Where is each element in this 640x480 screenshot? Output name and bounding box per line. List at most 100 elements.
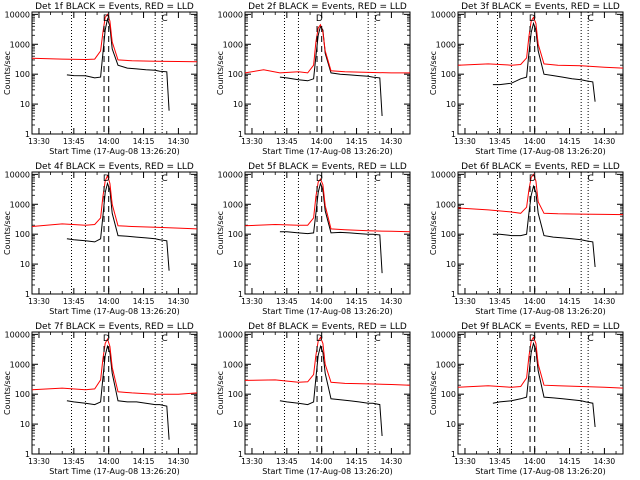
x-tick-label: 14:30 bbox=[381, 297, 403, 306]
series-events-line bbox=[66, 17, 170, 111]
panel-det-5: Det 5f BLACK = Events, RED = LLD 1 10 100 10… bbox=[216, 162, 411, 316]
x-tick-label: 14:00 bbox=[311, 457, 333, 466]
x-axis-label: Start Time (17-Aug-08 13:26:20) bbox=[49, 147, 180, 156]
y-tick-label: 100 bbox=[15, 230, 30, 239]
x-tick-label: 13:45 bbox=[489, 297, 511, 306]
series-events-line bbox=[66, 344, 170, 440]
x-tick-label: 13:30 bbox=[454, 137, 476, 146]
y-tick-label: 10000 bbox=[218, 10, 243, 19]
series-lld-line bbox=[31, 13, 198, 63]
panel-det-4: Det 4f BLACK = Events, RED = LLD 1 10 100 10… bbox=[3, 162, 198, 316]
y-tick-label: 1 bbox=[238, 130, 243, 139]
x-tick-label: 14:15 bbox=[346, 137, 368, 146]
y-tick-label: 100 bbox=[441, 230, 456, 239]
panel-det-6: Det 6f BLACK = Events, RED = LLD 1 10 100 10… bbox=[429, 162, 624, 316]
panel-det-1: Det 1f BLACK = Events, RED = LLD 1 10 100 10… bbox=[3, 2, 198, 156]
panel-title: Det 2f BLACK = Events, RED = LLD bbox=[248, 2, 407, 12]
x-tick-label: 13:45 bbox=[276, 297, 298, 306]
marker-d: D bbox=[103, 334, 110, 344]
x-tick-label: 13:30 bbox=[241, 457, 263, 466]
panel-title: Det 6f BLACK = Events, RED = LLD bbox=[461, 162, 620, 172]
x-tick-label: 13:30 bbox=[241, 297, 263, 306]
y-axis-label: Counts/sec bbox=[3, 51, 12, 95]
marker-c: C bbox=[161, 14, 167, 24]
x-tick-label: 14:00 bbox=[524, 297, 546, 306]
y-tick-label: 100 bbox=[15, 390, 30, 399]
y-tick-label: 1000 bbox=[436, 200, 456, 209]
y-tick-label: 10000 bbox=[218, 170, 243, 179]
y-tick-label: 1 bbox=[25, 130, 30, 139]
plot-frame bbox=[31, 11, 198, 135]
x-axis-label: Start Time (17-Aug-08 13:26:20) bbox=[49, 467, 180, 476]
x-tick-label: 14:15 bbox=[346, 297, 368, 306]
x-tick-label: 14:30 bbox=[381, 137, 403, 146]
y-axis-label: Counts/sec bbox=[216, 371, 225, 415]
y-tick-label: 1 bbox=[25, 450, 30, 459]
marker-c: C bbox=[374, 14, 380, 24]
series-events-line bbox=[492, 21, 596, 102]
plot-frame bbox=[457, 171, 624, 295]
y-tick-label: 1000 bbox=[223, 360, 243, 369]
y-axis-label: Counts/sec bbox=[216, 211, 225, 255]
series-lld-line bbox=[457, 336, 624, 389]
y-tick-label: 10000 bbox=[5, 170, 30, 179]
series-events-line bbox=[492, 184, 596, 268]
panel-title: Det 3f BLACK = Events, RED = LLD bbox=[461, 2, 620, 12]
x-tick-label: 14:00 bbox=[524, 137, 546, 146]
y-tick-label: 100 bbox=[228, 230, 243, 239]
plot-frame bbox=[31, 331, 198, 455]
series-lld-line bbox=[244, 336, 411, 386]
x-tick-label: 14:15 bbox=[559, 137, 581, 146]
series-events-line bbox=[66, 181, 170, 271]
y-axis-label: Counts/sec bbox=[429, 51, 438, 95]
x-tick-label: 13:45 bbox=[63, 137, 85, 146]
x-tick-label: 13:30 bbox=[241, 137, 263, 146]
series-events-line bbox=[279, 344, 383, 437]
x-axis-label: Start Time (17-Aug-08 13:26:20) bbox=[475, 147, 606, 156]
marker-c: C bbox=[587, 334, 593, 344]
x-tick-label: 14:15 bbox=[133, 137, 155, 146]
series-lld-line bbox=[244, 23, 410, 74]
x-axis-label: Start Time (17-Aug-08 13:26:20) bbox=[262, 467, 393, 476]
y-axis-label: Counts/sec bbox=[3, 371, 12, 415]
x-tick-label: 14:00 bbox=[98, 457, 120, 466]
series-events-line bbox=[279, 181, 383, 274]
y-tick-label: 10 bbox=[446, 260, 456, 269]
y-axis-label: Counts/sec bbox=[3, 211, 12, 255]
series-lld-line bbox=[31, 174, 198, 230]
marker-d: D bbox=[316, 14, 323, 24]
y-tick-label: 10 bbox=[446, 420, 456, 429]
y-tick-label: 100 bbox=[441, 70, 456, 79]
y-tick-label: 10 bbox=[233, 420, 243, 429]
marker-c: C bbox=[161, 334, 167, 344]
plot-frame bbox=[244, 171, 411, 295]
panel-det-7: Det 7f BLACK = Events, RED = LLD 1 10 100 10… bbox=[3, 322, 198, 476]
y-tick-label: 1 bbox=[451, 450, 456, 459]
marker-d: D bbox=[316, 174, 323, 184]
x-tick-label: 14:00 bbox=[98, 297, 120, 306]
x-tick-label: 13:45 bbox=[489, 457, 511, 466]
marker-d: D bbox=[529, 14, 536, 24]
plot-frame bbox=[244, 331, 411, 455]
y-tick-label: 100 bbox=[228, 390, 243, 399]
x-tick-label: 13:45 bbox=[63, 297, 85, 306]
x-tick-label: 14:30 bbox=[168, 457, 190, 466]
y-tick-label: 10 bbox=[233, 100, 243, 109]
panel-title: Det 8f BLACK = Events, RED = LLD bbox=[248, 322, 407, 332]
panel-det-9: Det 9f BLACK = Events, RED = LLD 1 10 100 10… bbox=[429, 322, 624, 476]
plot-frame bbox=[31, 171, 198, 295]
marker-d: D bbox=[316, 334, 323, 344]
y-tick-label: 1 bbox=[238, 450, 243, 459]
y-tick-label: 10 bbox=[446, 100, 456, 109]
panel-title: Det 1f BLACK = Events, RED = LLD bbox=[35, 2, 194, 12]
marker-c: C bbox=[161, 174, 167, 184]
x-tick-label: 14:15 bbox=[346, 457, 368, 466]
x-axis-label: Start Time (17-Aug-08 13:26:20) bbox=[262, 307, 393, 316]
marker-c: C bbox=[587, 174, 593, 184]
x-tick-label: 14:15 bbox=[559, 457, 581, 466]
x-tick-label: 14:15 bbox=[559, 297, 581, 306]
y-tick-label: 10000 bbox=[5, 10, 30, 19]
x-tick-label: 14:15 bbox=[133, 457, 155, 466]
x-axis-label: Start Time (17-Aug-08 13:26:20) bbox=[262, 147, 393, 156]
